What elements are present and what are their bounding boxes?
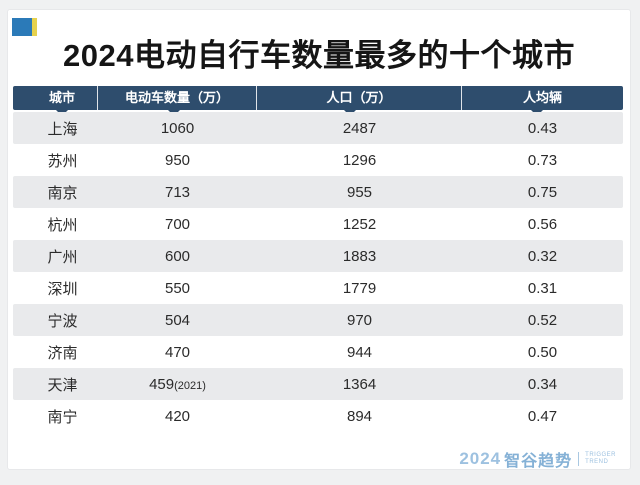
brand-logo: 2024 智谷趋势 TRIGGER TREND <box>459 447 616 471</box>
cell-city: 杭州 <box>47 216 78 234</box>
cell-city: 南京 <box>47 184 78 202</box>
cell-population: 1883 <box>342 247 377 265</box>
logo-tagline: TRIGGER TREND <box>585 452 616 466</box>
cell-per-capita: 0.75 <box>527 183 558 201</box>
table-row: 南京 713 955 0.75 <box>13 176 623 208</box>
column-header-population: 人口（万） <box>257 86 462 110</box>
table-row: 广州 600 1883 0.32 <box>13 240 623 272</box>
count-value: 459 <box>149 375 175 393</box>
cell-city: 深圳 <box>47 280 78 298</box>
cell-count: 700 <box>98 216 257 233</box>
cell-count: 504 <box>98 312 257 329</box>
cell-city: 济南 <box>47 344 78 362</box>
cell-population: 944 <box>346 343 373 361</box>
cell-population: 955 <box>346 183 373 201</box>
cell-per-capita: 0.52 <box>527 311 558 329</box>
table-row: 深圳 550 1779 0.31 <box>13 272 623 304</box>
cell-city: 宁波 <box>47 312 78 330</box>
table-header-row: 城市 电动车数量（万） 人口（万） 人均辆 <box>13 86 623 110</box>
cell-population: 1364 <box>342 375 377 393</box>
cell-count: 600 <box>98 248 257 265</box>
cell-count: 713 <box>98 184 257 201</box>
logo-tagline-line1: TRIGGER <box>585 451 616 458</box>
brand-corner-icon <box>12 18 37 36</box>
cell-per-capita: 0.31 <box>527 279 558 297</box>
infographic-card: 2024电动自行车数量最多的十个城市 城市 电动车数量（万） 人口（万） 人均辆… <box>7 9 631 470</box>
table-row: 杭州 700 1252 0.56 <box>13 208 623 240</box>
cell-population: 1779 <box>342 279 377 297</box>
corner-icon-blue-block <box>12 18 32 36</box>
logo-year: 2024 <box>459 449 502 468</box>
column-header-per-capita: 人均辆 <box>522 90 562 105</box>
table-row: 南宁 420 894 0.47 <box>13 400 623 432</box>
cell-population: 970 <box>346 311 373 329</box>
page-title: 2024电动自行车数量最多的十个城市 <box>63 38 575 73</box>
cell-per-capita: 0.50 <box>527 343 558 361</box>
cell-population: 1296 <box>342 151 377 169</box>
count-value: 470 <box>164 343 191 361</box>
logo-divider <box>578 452 580 466</box>
cell-count: 470 <box>98 344 257 361</box>
column-header-count: 电动车数量（万） <box>98 86 257 110</box>
count-value: 550 <box>164 279 191 297</box>
count-value: 1060 <box>160 119 195 137</box>
count-value: 600 <box>164 247 191 265</box>
count-value: 504 <box>164 311 191 329</box>
cell-city: 天津 <box>47 376 78 394</box>
table-row: 宁波 504 970 0.52 <box>13 304 623 336</box>
cell-population: 2487 <box>342 119 377 137</box>
count-value: 420 <box>164 407 191 425</box>
cell-count: 550 <box>98 280 257 297</box>
table-row: 上海 1060 2487 0.43 <box>13 112 623 144</box>
cell-city: 苏州 <box>47 152 78 170</box>
cell-count: 1060 <box>98 120 257 137</box>
cell-population: 894 <box>346 407 373 425</box>
cell-city: 上海 <box>47 120 78 138</box>
cell-count: 459(2021) <box>98 376 257 393</box>
cell-per-capita: 0.32 <box>527 247 558 265</box>
cell-per-capita: 0.34 <box>527 375 558 393</box>
cell-per-capita: 0.47 <box>527 407 558 425</box>
table-row: 天津 459(2021) 1364 0.34 <box>13 368 623 400</box>
count-note: (2021) <box>174 379 206 392</box>
cell-per-capita: 0.43 <box>527 119 558 137</box>
cell-city: 广州 <box>47 248 78 266</box>
cell-count: 950 <box>98 152 257 169</box>
count-value: 950 <box>164 151 191 169</box>
column-header-city: 城市 <box>13 86 98 110</box>
count-value: 700 <box>164 215 191 233</box>
cell-per-capita: 0.73 <box>527 151 558 169</box>
corner-icon-yellow-block <box>32 18 37 36</box>
cell-per-capita: 0.56 <box>527 215 558 233</box>
count-value: 713 <box>164 183 191 201</box>
cell-population: 1252 <box>342 215 377 233</box>
logo-tagline-line2: TREND <box>585 459 609 465</box>
cell-city: 南宁 <box>47 408 78 426</box>
table-body: 上海 1060 2487 0.43 苏州 950 1296 0.73 南京 71… <box>13 112 623 432</box>
logo-brand-name: 智谷趋势 <box>504 453 573 470</box>
table-row: 济南 470 944 0.50 <box>13 336 623 368</box>
cell-count: 420 <box>98 408 257 425</box>
table-row: 苏州 950 1296 0.73 <box>13 144 623 176</box>
